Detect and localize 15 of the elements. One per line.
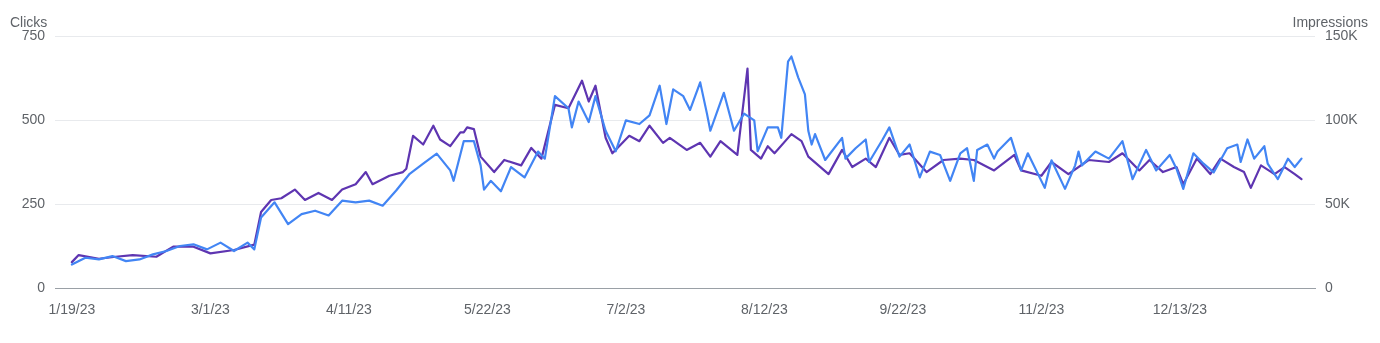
x-tick-label: 3/1/23 bbox=[190, 301, 231, 318]
y2-tick-label: 100K bbox=[1325, 110, 1359, 127]
x-tick-label: 9/22/23 bbox=[879, 301, 927, 318]
x-tick-label: 5/22/23 bbox=[464, 301, 511, 318]
x-tick-label: 7/2/23 bbox=[606, 301, 646, 318]
x-tick-label: 1/19/23 bbox=[48, 301, 96, 318]
x-tick-label: 8/12/23 bbox=[741, 301, 788, 318]
y-tick-label: 250 bbox=[21, 194, 46, 211]
y2-tick-label: 0 bbox=[1325, 278, 1333, 295]
y-tick-label: 500 bbox=[21, 110, 46, 127]
x-tick-label: 12/13/23 bbox=[1152, 301, 1208, 318]
y2-tick-label: 50K bbox=[1325, 194, 1351, 211]
y-tick-label: 0 bbox=[37, 278, 46, 295]
x-tick-label: 4/11/23 bbox=[326, 301, 372, 318]
x-tick-label: 11/2/23 bbox=[1018, 301, 1065, 318]
